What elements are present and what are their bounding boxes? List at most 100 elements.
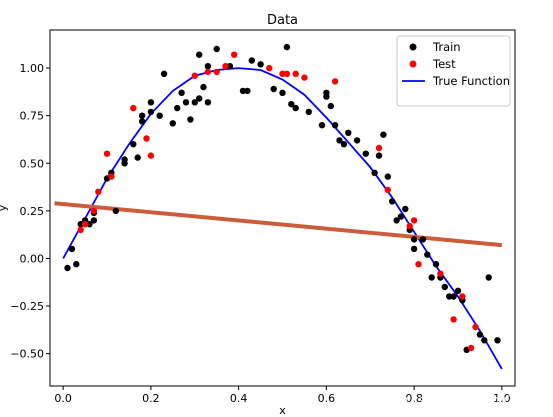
train-point-33 [226, 62, 234, 70]
train-point-27 [196, 95, 203, 102]
train-point-47 [327, 102, 334, 110]
train-point-35 [244, 87, 251, 95]
train-point-26 [191, 99, 198, 106]
train-point-20 [160, 70, 168, 78]
train-point-55 [375, 152, 383, 159]
test-point-12 [222, 62, 229, 70]
test-point-0 [77, 226, 84, 234]
y-tick-label-6: 1.00 [20, 62, 45, 75]
train-point-3 [77, 221, 84, 228]
train-point-23 [178, 89, 185, 97]
test-point-14 [266, 64, 273, 72]
legend-box [396, 35, 511, 107]
train-point-52 [353, 137, 361, 144]
train-point-10 [112, 207, 120, 215]
test-point-3 [95, 188, 102, 195]
train-point-39 [279, 89, 286, 97]
train-point-63 [410, 245, 418, 253]
test-point-10 [204, 68, 212, 76]
legend-label-true-function: True Function [432, 74, 510, 88]
train-point-18 [147, 99, 155, 106]
legend-label-train: Train [432, 40, 461, 54]
train-point-41 [288, 101, 295, 108]
train-point-38 [270, 85, 277, 93]
train-point-79 [494, 337, 501, 344]
train-point-48 [331, 122, 339, 129]
x-axis-label: x [279, 404, 286, 417]
train-point-46 [323, 89, 330, 97]
regression-line [54, 201, 502, 248]
train-point-31 [204, 62, 212, 70]
test-point-29 [472, 323, 479, 331]
train-point-0 [64, 264, 71, 272]
series-train [64, 43, 501, 353]
train-point-30 [204, 99, 212, 106]
train-point-29 [200, 83, 207, 91]
train-point-2 [73, 261, 80, 268]
test-point-20 [375, 144, 383, 152]
x-tick-label-0: 0.0 [54, 392, 72, 405]
test-point-21 [384, 186, 391, 194]
train-point-51 [345, 129, 352, 136]
train-point-14 [134, 154, 141, 161]
train-point-57 [384, 173, 391, 180]
test-point-24 [415, 261, 422, 268]
test-point-11 [213, 68, 220, 76]
test-point-2 [90, 207, 98, 215]
series-test [77, 51, 479, 352]
train-point-7 [90, 217, 98, 224]
train-point-13 [130, 141, 137, 148]
train-point-66 [424, 251, 431, 258]
train-point-43 [305, 108, 312, 116]
y-tick-label-5: 0.75 [20, 110, 45, 123]
train-point-19 [156, 112, 163, 119]
train-point-37 [257, 61, 264, 68]
test-point-25 [437, 270, 444, 277]
test-point-28 [467, 344, 475, 352]
axes-frame [49, 29, 516, 387]
train-point-68 [432, 261, 440, 268]
train-point-15 [138, 118, 146, 125]
train-point-42 [292, 104, 299, 112]
legend-marker-test [409, 60, 417, 68]
watermark-text: https://blog.csdn.net/z_feng12489 [339, 393, 545, 407]
train-point-72 [450, 293, 457, 300]
train-point-61 [402, 205, 409, 213]
test-point-23 [410, 217, 418, 224]
train-point-56 [380, 131, 387, 138]
train-point-34 [239, 87, 247, 95]
x-tick-label-4: 0.8 [405, 392, 423, 405]
legend-label-test: Test [432, 57, 456, 71]
test-point-8 [147, 152, 155, 159]
train-point-1 [68, 245, 76, 253]
train-point-22 [174, 104, 181, 112]
train-point-25 [187, 116, 194, 123]
y-tick-label-1: −0.25 [10, 300, 44, 313]
train-point-70 [441, 283, 448, 291]
train-point-17 [147, 108, 155, 116]
train-point-54 [371, 169, 378, 176]
train-point-65 [419, 236, 427, 243]
y-tick-label-3: 0.25 [20, 205, 45, 218]
train-point-40 [283, 43, 291, 51]
x-tick-label-2: 0.4 [230, 392, 248, 405]
test-point-19 [331, 78, 339, 85]
y-axis-label: y [0, 204, 9, 211]
test-point-5 [108, 173, 115, 180]
chart-title: Data [267, 13, 298, 28]
test-point-27 [459, 293, 466, 300]
series-layer [54, 43, 503, 370]
x-tick-label-5: 1.0 [493, 392, 511, 405]
test-point-13 [231, 51, 238, 58]
train-point-12 [121, 156, 128, 163]
train-point-67 [428, 274, 435, 281]
train-point-76 [476, 331, 484, 338]
train-point-21 [169, 120, 176, 127]
test-point-16 [283, 70, 291, 78]
train-point-49 [336, 137, 343, 144]
test-point-1 [81, 221, 89, 228]
train-point-59 [393, 217, 400, 224]
train-point-53 [362, 150, 369, 157]
